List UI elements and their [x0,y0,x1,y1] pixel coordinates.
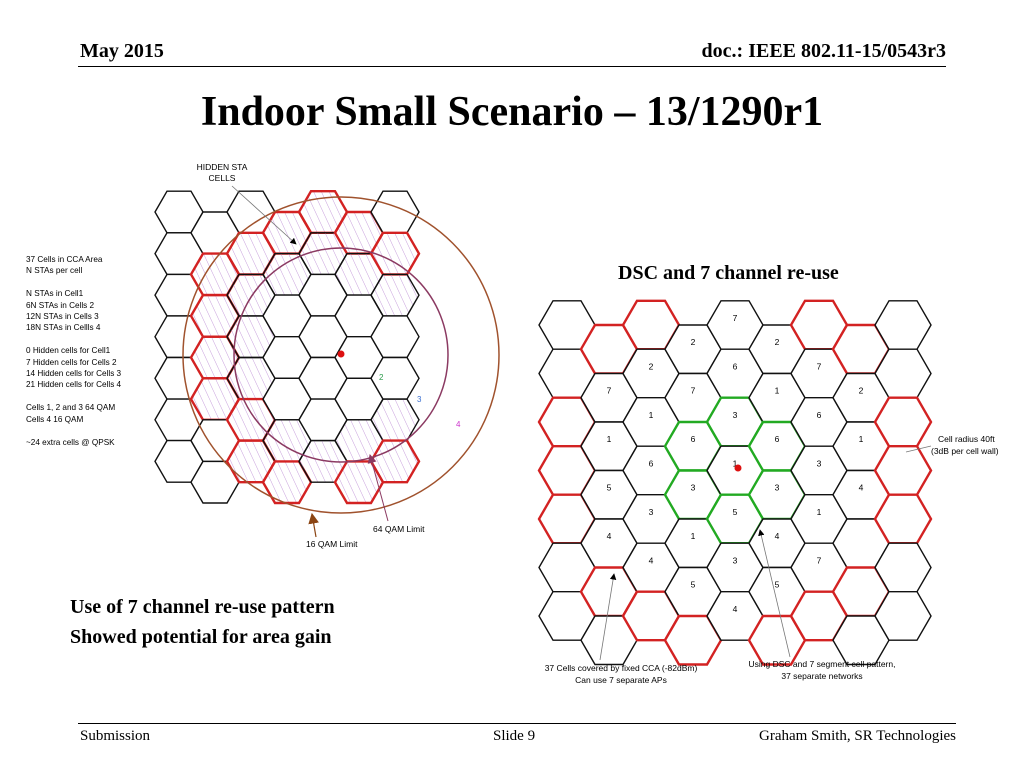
hidden-sta-label-line2: CELLS [209,173,236,183]
cell-note-line: 0 Hidden cells for Cell1 [26,346,111,356]
cell-note-line: N STAs in Cell1 [26,289,84,299]
cell-notes: 37 Cells in CCA Area N STAs per cell N ST… [26,254,121,448]
ring-label-3: 3 [417,395,422,404]
channel-number: 5 [691,580,696,590]
cell-note-line: ~24 extra cells @ QPSK [26,437,115,447]
channel-number: 1 [859,434,864,444]
slide-title: Indoor Small Scenario – 13/1290r1 [200,89,824,135]
fixed-cca-note-line1: 37 Cells covered by fixed CCA (-82dBm) [545,663,698,673]
hidden-sta-label-line1: HIDDEN STA [197,162,248,172]
64qam-limit-label: 64 QAM Limit [373,524,425,534]
cell-radius-label-line2: (3dB per cell wall) [931,446,999,456]
channel-number: 4 [775,531,780,541]
footer-slide-number: Slide 9 [493,728,536,744]
hidden-sta-arrow [231,185,297,245]
channel-number: 6 [649,459,654,469]
channel-number: 5 [775,580,780,590]
cell-note-line [26,277,121,288]
cell-note-line: Cells 4 16 QAM [26,414,84,424]
left-hex-grid [154,189,421,505]
left-center-ap-dot [337,350,345,358]
fixed-cca-note-line2: Can use 7 separate APs [575,675,667,685]
header-doc-number: doc.: IEEE 802.11-15/0543r3 [701,40,946,62]
channel-number: 7 [691,386,696,396]
right-hex-grid: 7 1 5 4 2 1 6 3 4 2 7 6 3 1 5 7 6 3 1 5 3 4 2 1 6 3 4 5 7 6 3 1 7 2 1 4 [537,299,933,666]
channel-number: 6 [733,362,738,372]
fixed-cca-arrow [599,573,617,661]
channel-number: 3 [733,410,738,420]
dsc-note-line1: Using DSC and 7 segment cell pattern, [749,659,896,669]
channel-number: 4 [859,483,864,493]
cell-note-line: 18N STAs in Cellls 4 [26,323,101,333]
channel-number: 7 [817,362,822,372]
right-center-ap-dot [734,464,742,472]
cell-note-line [26,425,121,436]
channel-number: 3 [775,483,780,493]
dsc-reuse-heading: DSC and 7 channel re-use [618,262,839,284]
16qam-limit-circle [182,196,500,514]
left-hex-cell [369,231,421,276]
channel-number: 7 [607,386,612,396]
channel-number: 1 [607,434,612,444]
channel-number: 3 [733,556,738,566]
cell-note-line: 12N STAs in Cells 3 [26,312,99,322]
channel-number: 1 [775,386,780,396]
cell-note-line: N STAs per cell [26,266,83,276]
16qam-limit-arrow [308,512,319,538]
cell-radius-arrow [905,445,932,453]
channel-number: 2 [859,386,864,396]
channel-number: 2 [775,337,780,347]
channel-number: 5 [607,483,612,493]
cell-note-line: 14 Hidden cells for Cells 3 [26,369,122,379]
caption-line-2: Showed potential for area gain [70,626,332,648]
right-hex-cell [874,591,932,641]
channel-number: 6 [817,410,822,420]
channel-number: 7 [817,556,822,566]
header-rule [78,66,946,67]
channel-number: 1 [691,531,696,541]
channel-number: 1 [733,459,738,469]
64qam-limit-arrow [367,454,389,522]
channel-number: 6 [775,434,780,444]
footer-rule [78,723,956,724]
channel-number: 3 [649,507,654,517]
channel-number: 3 [817,459,822,469]
cell-note-line [26,391,121,402]
header-date: May 2015 [80,40,164,62]
cell-radius-label-line1: Cell radius 40ft [938,434,995,444]
cell-note-line [26,334,121,345]
cell-note-line: Cells 1, 2 and 3 64 QAM [26,403,116,413]
footer-submission: Submission [80,728,151,744]
channel-number: 7 [733,313,738,323]
channel-number: 1 [649,410,654,420]
left-ring-labels: 2 3 4 [379,373,461,429]
ring-label-4: 4 [456,420,461,429]
channel-number: 4 [607,531,612,541]
64qam-limit-circle [233,247,449,463]
cell-note-line: 37 Cells in CCA Area [26,255,103,264]
channel-number: 6 [691,434,696,444]
channel-number: 2 [649,362,654,372]
caption: Use of 7 channel re-use pattern Showed p… [70,592,335,652]
footer-author: Graham Smith, SR Technologies [759,728,956,744]
channel-number: 2 [691,337,696,347]
caption-line-1: Use of 7 channel re-use pattern [70,596,335,618]
channel-number: 4 [733,604,738,614]
channel-number: 5 [733,507,738,517]
channel-number: 4 [649,556,654,566]
channel-number: 1 [817,507,822,517]
ring-label-2: 2 [379,373,384,382]
16qam-limit-label: 16 QAM Limit [306,539,358,549]
dsc-note-line2: 37 separate networks [781,671,862,681]
cell-note-line: 6N STAs in Cells 2 [26,300,95,310]
cell-note-line: 21 Hidden cells for Cells 4 [26,380,122,390]
hidden-sta-label: HIDDEN STA CELLS [197,162,248,183]
dsc-arrow [758,529,791,658]
cell-note-line: 7 Hidden cells for Cells 2 [26,357,117,367]
channel-number: 3 [691,483,696,493]
